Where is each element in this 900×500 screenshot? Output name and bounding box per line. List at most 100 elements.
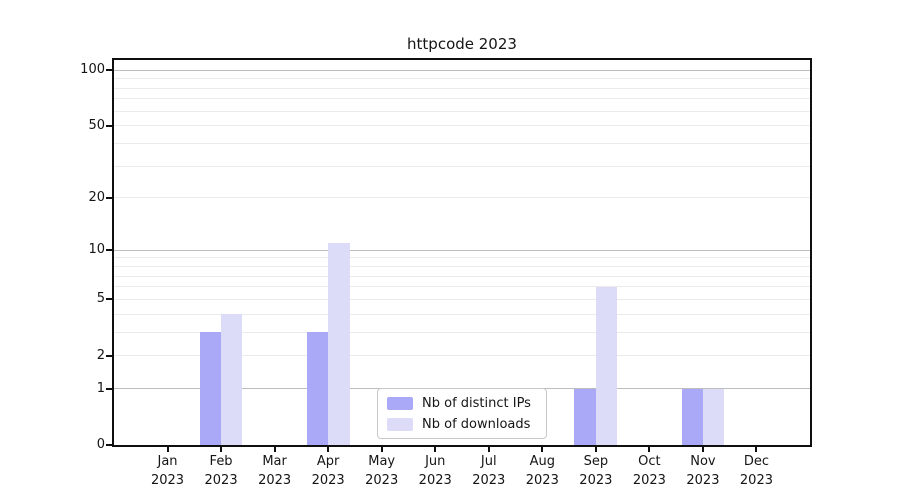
x-tick-label: Nov 2023 <box>667 452 739 490</box>
legend-item-downloads: Nb of downloads <box>387 415 537 433</box>
gridline-minor <box>114 142 810 144</box>
y-tick-label: 1 <box>96 380 105 396</box>
bar-downloads-feb <box>221 314 243 445</box>
gridline-minor <box>114 110 810 112</box>
x-tick-mark <box>594 447 597 452</box>
x-tick-label: Aug 2023 <box>506 452 578 490</box>
gridline-minor <box>114 78 810 80</box>
x-tick-label: Apr 2023 <box>292 452 364 490</box>
x-tick-label-year: 2023 <box>525 473 559 488</box>
bar-downloads-nov <box>702 388 725 445</box>
x-tick-label-year: 2023 <box>686 473 720 488</box>
x-tick-label-month: Jun <box>425 454 446 469</box>
x-tick-label-year: 2023 <box>579 473 613 488</box>
legend-swatch-downloads-icon <box>387 417 413 431</box>
gridline-major <box>114 249 810 251</box>
y-tick-mark <box>106 249 112 252</box>
x-tick-label-month: Apr <box>316 454 340 469</box>
gridline-minor <box>114 125 810 127</box>
gridline-minor <box>114 197 810 199</box>
x-tick-label-month: Dec <box>743 454 770 469</box>
x-tick-mark <box>701 447 704 452</box>
legend: Nb of distinct IPs Nb of downloads <box>377 388 547 439</box>
legend-label-downloads: Nb of downloads <box>422 416 531 432</box>
x-tick-label-month: Jul <box>480 454 497 469</box>
x-tick-label-year: 2023 <box>418 473 452 488</box>
x-tick-mark <box>648 447 651 452</box>
bar-distinct-ips-nov <box>681 388 703 445</box>
x-tick-label-month: Sep <box>583 454 609 469</box>
x-tick-mark <box>220 447 223 452</box>
bar-distinct-ips-apr <box>306 332 329 445</box>
y-tick-mark <box>106 387 112 390</box>
y-tick-label: 50 <box>88 117 105 133</box>
bar-distinct-ips-sep <box>574 388 596 445</box>
chart-title: httpcode 2023 <box>407 35 517 53</box>
y-tick-label: 100 <box>80 62 105 78</box>
x-tick-mark <box>380 447 383 452</box>
plot-area <box>112 58 812 447</box>
x-tick-label: Dec 2023 <box>720 452 792 490</box>
gridline-minor <box>114 286 810 288</box>
x-tick-label-year: 2023 <box>311 473 345 488</box>
y-tick-label: 5 <box>96 291 105 307</box>
y-tick-mark <box>106 444 112 446</box>
x-tick-label-month: Aug <box>529 454 555 469</box>
y-tick-label: 0 <box>96 437 105 452</box>
x-tick-mark <box>487 447 490 452</box>
y-tick-label: 20 <box>88 189 105 205</box>
y-tick-mark <box>106 69 112 72</box>
x-tick-label-year: 2023 <box>204 473 238 488</box>
gridline-minor <box>114 87 810 89</box>
x-tick-label-year: 2023 <box>632 473 666 488</box>
legend-label-distinct-ips: Nb of distinct IPs <box>422 395 531 411</box>
x-tick-label: Mar 2023 <box>239 452 311 490</box>
gridline-minor <box>114 98 810 100</box>
x-tick-label-year: 2023 <box>472 473 506 488</box>
y-tick-label: 2 <box>96 347 105 363</box>
x-tick-label: May 2023 <box>346 452 418 490</box>
gridline-minor <box>114 298 810 300</box>
bar-downloads-sep <box>595 286 618 445</box>
x-tick-mark <box>166 447 169 452</box>
bar-distinct-ips-feb <box>199 332 222 445</box>
gridline-minor <box>114 275 810 277</box>
x-tick-label: Feb 2023 <box>185 452 257 490</box>
y-tick-mark <box>106 124 112 127</box>
gridline-minor <box>114 331 810 333</box>
y-tick-label: 10 <box>88 242 105 258</box>
bar-downloads-apr <box>328 243 350 445</box>
x-tick-label-year: 2023 <box>150 473 185 488</box>
gridline-minor <box>114 266 810 268</box>
x-tick-label-month: Nov <box>690 454 716 469</box>
x-tick-label-month: Oct <box>638 454 661 469</box>
x-tick-label-month: Mar <box>262 454 287 469</box>
x-tick-label: Jan 2023 <box>132 452 204 490</box>
x-tick-label: Jul 2023 <box>453 452 525 490</box>
x-tick-mark <box>755 447 758 452</box>
legend-item-distinct-ips: Nb of distinct IPs <box>387 394 537 412</box>
x-tick-label-year: 2023 <box>739 473 773 488</box>
x-tick-label: Jun 2023 <box>399 452 471 490</box>
x-tick-label-month: Jan <box>157 454 178 469</box>
x-tick-label: Oct 2023 <box>613 452 685 490</box>
x-tick-label-month: Feb <box>209 454 233 469</box>
x-tick-mark <box>273 447 276 452</box>
legend-swatch-distinct-ips-icon <box>387 396 413 410</box>
y-tick-mark <box>106 298 112 301</box>
gridline-minor <box>114 313 810 315</box>
gridline-minor <box>114 355 810 357</box>
y-tick-mark <box>106 354 112 357</box>
x-tick-mark <box>327 447 330 452</box>
y-tick-mark <box>106 196 112 199</box>
x-tick-label-month: May <box>368 454 396 469</box>
x-tick-label-year: 2023 <box>258 473 292 488</box>
x-tick-mark <box>434 447 437 452</box>
gridline-major <box>114 69 810 71</box>
x-tick-mark <box>541 447 544 452</box>
x-tick-label-year: 2023 <box>365 473 399 488</box>
gridline-minor <box>114 257 810 259</box>
x-tick-label: Sep 2023 <box>560 452 632 490</box>
gridline-minor <box>114 165 810 167</box>
